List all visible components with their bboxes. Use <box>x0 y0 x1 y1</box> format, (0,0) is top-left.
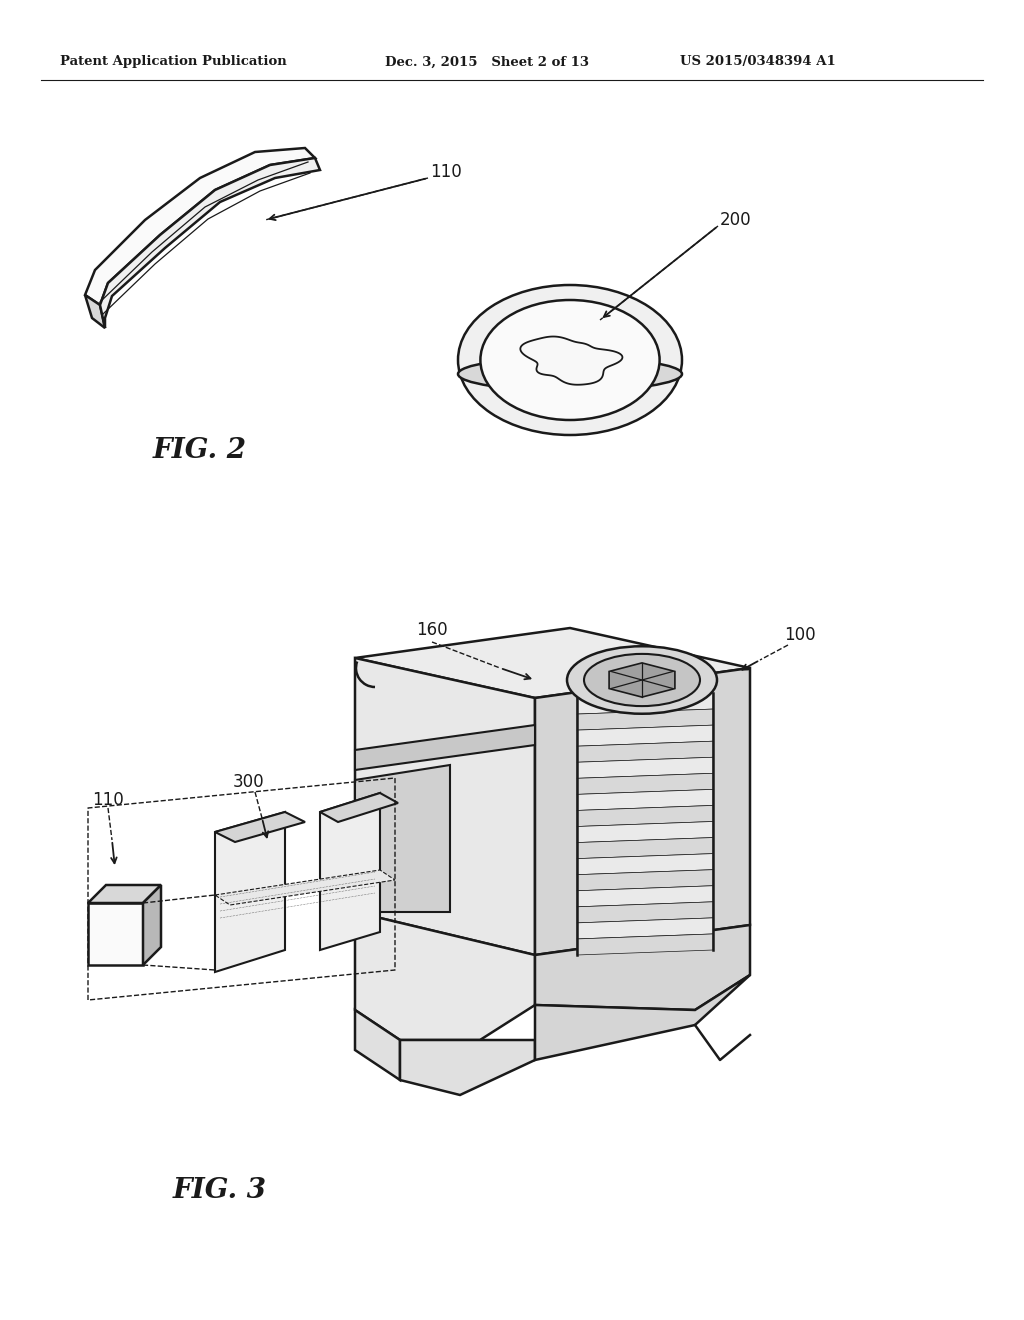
Polygon shape <box>100 158 319 327</box>
Polygon shape <box>355 766 450 912</box>
Text: FIG. 2: FIG. 2 <box>153 437 247 463</box>
Polygon shape <box>577 886 713 907</box>
Text: 100: 100 <box>784 626 816 644</box>
Polygon shape <box>577 838 713 858</box>
Polygon shape <box>88 903 143 965</box>
Polygon shape <box>85 294 105 327</box>
Polygon shape <box>577 758 713 779</box>
Polygon shape <box>319 793 398 822</box>
Ellipse shape <box>458 358 682 391</box>
Text: 300: 300 <box>232 774 264 791</box>
Text: 160: 160 <box>416 620 447 639</box>
Polygon shape <box>577 805 713 826</box>
Polygon shape <box>355 912 535 1040</box>
Polygon shape <box>215 870 395 906</box>
Polygon shape <box>535 668 750 954</box>
Polygon shape <box>577 821 713 842</box>
Ellipse shape <box>480 300 659 420</box>
Polygon shape <box>400 1040 535 1096</box>
Polygon shape <box>355 628 750 698</box>
Polygon shape <box>577 917 713 939</box>
Polygon shape <box>85 148 315 305</box>
Polygon shape <box>577 725 713 746</box>
Ellipse shape <box>458 285 682 436</box>
Polygon shape <box>609 663 675 697</box>
Polygon shape <box>577 935 713 954</box>
Polygon shape <box>577 709 713 730</box>
Text: 110: 110 <box>430 162 462 181</box>
Polygon shape <box>319 793 380 950</box>
Polygon shape <box>577 742 713 762</box>
Text: US 2015/0348394 A1: US 2015/0348394 A1 <box>680 55 836 69</box>
Polygon shape <box>577 854 713 875</box>
Text: 110: 110 <box>92 791 124 809</box>
Polygon shape <box>88 884 161 903</box>
Polygon shape <box>355 725 535 770</box>
Polygon shape <box>215 812 285 972</box>
Polygon shape <box>355 1010 400 1080</box>
Polygon shape <box>577 902 713 923</box>
Polygon shape <box>577 774 713 795</box>
Polygon shape <box>355 657 535 954</box>
Polygon shape <box>577 693 713 714</box>
Text: FIG. 3: FIG. 3 <box>173 1176 267 1204</box>
Polygon shape <box>577 789 713 810</box>
Polygon shape <box>215 812 305 842</box>
Ellipse shape <box>584 653 700 706</box>
Polygon shape <box>535 975 750 1060</box>
Text: 200: 200 <box>720 211 752 228</box>
Text: Dec. 3, 2015   Sheet 2 of 13: Dec. 3, 2015 Sheet 2 of 13 <box>385 55 589 69</box>
Polygon shape <box>520 337 623 384</box>
Text: Patent Application Publication: Patent Application Publication <box>60 55 287 69</box>
Polygon shape <box>143 884 161 965</box>
Ellipse shape <box>567 647 717 714</box>
Polygon shape <box>577 870 713 891</box>
Polygon shape <box>535 925 750 1010</box>
